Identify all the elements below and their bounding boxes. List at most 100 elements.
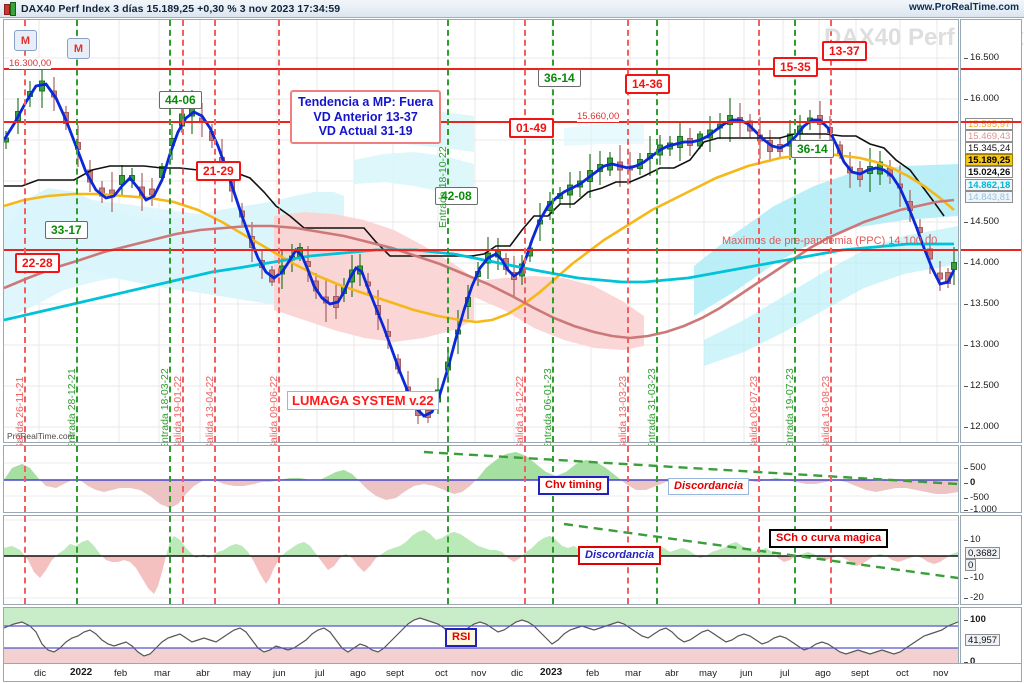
price-value-current: 15.189,25 xyxy=(965,154,1014,166)
price-value-15024: 15.024,26 xyxy=(965,166,1014,178)
x-label-mar-2023: mar xyxy=(625,668,642,679)
prorealtime-credit: ProRealTime.com xyxy=(7,431,75,441)
event-label-salida-09-06-22: Salida 09-06-22 xyxy=(268,375,280,450)
chv-tick-500: 500 xyxy=(964,462,986,473)
tag-44-06[interactable]: 44-06 xyxy=(159,91,202,109)
price-value-15469: 15.469,43 xyxy=(965,130,1014,142)
x-label-feb-2022: feb xyxy=(114,668,128,679)
sch-svg xyxy=(4,519,958,599)
event-label-salida-19-01-22: Salida 19-01-22 xyxy=(172,375,184,450)
marker-m-2[interactable]: M xyxy=(67,38,90,59)
event-label-entrada-28-12-21: Entrada 28-12-21 xyxy=(66,368,78,450)
x-label-sept-2022: sept xyxy=(386,668,404,679)
main-price-panel[interactable]: DAX40 Perf Index 16.300,00 15.660,00 Max… xyxy=(3,19,1024,450)
sch-tick-10: 10 xyxy=(964,534,981,545)
window-title: DAX40 Perf Index 3 días 15.189,25 +0,30 … xyxy=(21,2,341,15)
trend-note-box[interactable]: Tendencia a MP: Fuera VD Anterior 13-37 … xyxy=(290,90,442,144)
chv-discordancia-label[interactable]: Discordancia xyxy=(668,478,750,495)
ppc-line-label: Maximos de pre-pandemia (PPC) 14.100,00 xyxy=(722,235,938,247)
x-label-abr-2022: abr xyxy=(196,668,210,679)
tag-33-17[interactable]: 33-17 xyxy=(45,221,88,239)
price-tick-16000: 16.000 xyxy=(963,93,1000,104)
price-tick-12000: 12.000 xyxy=(963,421,1000,432)
x-axis[interactable]: dic 2022 feb mar abr may jun jul ago sep… xyxy=(3,663,1022,682)
rsi-tick-0: 0 xyxy=(963,656,976,667)
window-titlebar: DAX40 Perf Index 3 días 15.189,25 +0,30 … xyxy=(0,0,1024,18)
lumaga-system-label[interactable]: LUMAGA SYSTEM v.22 xyxy=(287,391,439,410)
x-label-nov-2023: nov xyxy=(933,668,949,679)
x-label-abr-2023: abr xyxy=(665,668,679,679)
chv-scale[interactable]: 500 0 -500 -1.000 xyxy=(960,445,1022,515)
sch-tick-minus20: -20 xyxy=(964,592,984,603)
price-tick-13500: 13.500 xyxy=(963,298,1000,309)
tag-14-36[interactable]: 14-36 xyxy=(625,74,670,94)
x-label-oct-2023: oct xyxy=(896,668,909,679)
price-value-14862: 14.862,18 xyxy=(965,179,1014,191)
x-label-oct-2022: oct xyxy=(435,668,448,679)
x-label-sept-2023: sept xyxy=(851,668,869,679)
trend-note-line2: VD Anterior 13-37 xyxy=(313,109,418,124)
sch-tick-minus10: -10 xyxy=(964,572,984,583)
trend-note-line3: VD Actual 31-19 xyxy=(318,124,413,138)
tag-21-29[interactable]: 21-29 xyxy=(196,161,241,181)
rsi-panel[interactable]: RSI xyxy=(3,607,959,669)
x-label-feb-2023: feb xyxy=(586,668,600,679)
chv-timing-panel[interactable]: Chv timing Discordancia xyxy=(3,445,959,513)
x-label-may-2022: may xyxy=(233,668,251,679)
ppc-scale-marker xyxy=(961,249,1021,251)
event-label-entrada-31-03-23: Entrada 31-03-23 xyxy=(646,368,658,450)
price-chart-svg xyxy=(4,20,958,442)
chv-tick-0: 0 xyxy=(963,477,976,488)
event-label-entrada-06-01-23: Entrada 06-01-23 xyxy=(542,368,554,450)
tag-01-49[interactable]: 01-49 xyxy=(509,118,554,138)
event-label-salida-13-03-23: Salida 13-03-23 xyxy=(617,375,629,450)
x-label-jun-2023: jun xyxy=(740,668,753,679)
tag-36-14-right[interactable]: 36-14 xyxy=(791,140,834,158)
x-label-jul-2023: jul xyxy=(780,668,790,679)
sch-discordancia-label[interactable]: Discordancia xyxy=(578,546,662,565)
x-label-dic-2021: dic xyxy=(34,668,47,679)
price-line-16300 xyxy=(4,68,958,70)
sch-value-zero: 0 xyxy=(965,559,977,571)
price-value-15345: 15.345,24 xyxy=(965,142,1014,154)
chv-timing-label[interactable]: Chv timing xyxy=(538,476,609,495)
x-label-jul-2022: jul xyxy=(315,668,325,679)
rsi-label[interactable]: RSI xyxy=(445,628,478,647)
event-label-entrada-18-03-22: Entrada 18-03-22 xyxy=(159,368,171,450)
x-label-ago-2023: ago xyxy=(815,668,831,679)
sch-value-current: 0,3682 xyxy=(965,547,1001,559)
sch-scale[interactable]: 10 -10 -20 0,3682 0 xyxy=(960,515,1022,605)
event-label-salida-16-12-22: Salida 16-12-22 xyxy=(514,375,526,450)
red-line-scale-marker-mid xyxy=(961,121,1021,123)
marker-m-1[interactable]: M xyxy=(14,30,37,51)
tag-22-28[interactable]: 22-28 xyxy=(15,253,60,273)
chv-tick-minus1000: -1.000 xyxy=(964,504,997,515)
x-label-dic-2022: dic xyxy=(511,668,524,679)
x-label-2023: 2023 xyxy=(540,667,563,678)
x-label-2022: 2022 xyxy=(70,667,93,678)
price-value-15595: 15.595,97 xyxy=(965,118,1014,130)
sch-curva-magica-label[interactable]: SCh o curva magica xyxy=(769,529,889,548)
event-label-salida-13-04-22: Salida 13-04-22 xyxy=(204,375,216,450)
rsi-svg xyxy=(4,608,958,668)
red-line-scale-marker-top xyxy=(961,68,1021,70)
x-label-jun-2022: jun xyxy=(273,668,286,679)
price-line-15660 xyxy=(4,121,958,123)
rsi-scale[interactable]: 100 0 41,957 xyxy=(960,607,1022,669)
price-tick-12500: 12.500 xyxy=(963,380,1000,391)
chv-timing-svg xyxy=(4,450,958,508)
tag-42-08[interactable]: 42-08 xyxy=(435,187,478,205)
sch-curva-magica-panel[interactable]: Discordancia SCh o curva magica xyxy=(3,515,959,605)
event-label-salida-16-08-23: Salida 16-08-23 xyxy=(820,375,832,450)
tag-15-35[interactable]: 15-35 xyxy=(773,57,818,77)
tag-13-37[interactable]: 13-37 xyxy=(822,41,867,61)
price-line-label-16300: 16.300,00 xyxy=(9,58,52,69)
tag-36-14-left[interactable]: 36-14 xyxy=(538,69,581,87)
rsi-value-current: 41,957 xyxy=(965,634,1001,646)
price-tick-14500: 14.500 xyxy=(963,216,1000,227)
candlestick-icon xyxy=(3,2,17,16)
price-scale[interactable]: 16.500 16.000 15.500 15.000 14.500 14.00… xyxy=(960,19,1022,443)
event-label-salida-26-11-21: Salida 26-11-21 xyxy=(14,376,26,450)
event-label-entrada-18-10-22: Entrada 18-10-22 xyxy=(437,146,449,228)
